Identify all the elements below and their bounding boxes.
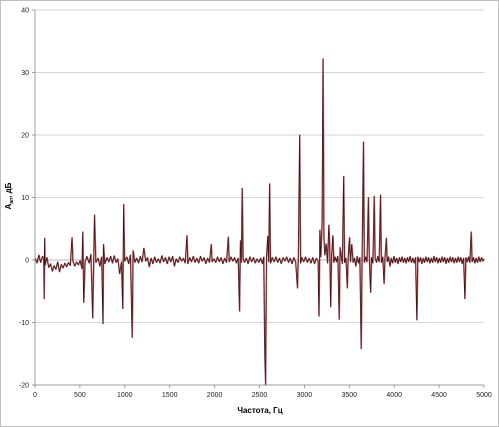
grid-lines: [35, 9, 484, 386]
y-axis-title-unit: , дБ: [4, 182, 13, 198]
series-group: [34, 58, 485, 386]
y-tick-label: 20: [21, 133, 29, 140]
y-axis-title-main: A: [4, 203, 13, 209]
y-tick-label: 40: [21, 8, 29, 15]
y-tick-label: 0: [25, 258, 29, 265]
x-tick-label: 4000: [386, 392, 402, 399]
y-tick-label: -20: [19, 383, 29, 390]
x-tick-label: 500: [74, 392, 86, 399]
y-axis-title-sub: ап: [9, 198, 15, 204]
x-tick-label: 5000: [476, 392, 492, 399]
x-tick-label: 1500: [162, 392, 178, 399]
x-tick-label: 0: [33, 392, 37, 399]
x-tick-label: 3500: [342, 392, 358, 399]
series-line-red: [35, 58, 485, 386]
x-tick-label: 1000: [117, 392, 133, 399]
y-tick-label: 10: [21, 195, 29, 202]
x-tick-label: 4500: [431, 392, 447, 399]
x-axis-title: Частота, Гц: [237, 406, 282, 415]
y-tick-label: 30: [21, 70, 29, 77]
x-tick-label: 2000: [207, 392, 223, 399]
y-axis-title: Aап, дБ: [4, 182, 15, 209]
y-tick-labels: -20 -10 0 10 20 30 40: [19, 8, 29, 390]
series-line-dark: [34, 58, 485, 386]
axes: [32, 9, 485, 388]
y-tick-label: -10: [19, 320, 29, 327]
x-tick-labels: 0 500 1000 1500 2000 2500 3000 3500 4000 4500 5000: [33, 392, 492, 399]
x-tick-label: 3000: [297, 392, 313, 399]
x-tick-label: 2500: [252, 392, 268, 399]
